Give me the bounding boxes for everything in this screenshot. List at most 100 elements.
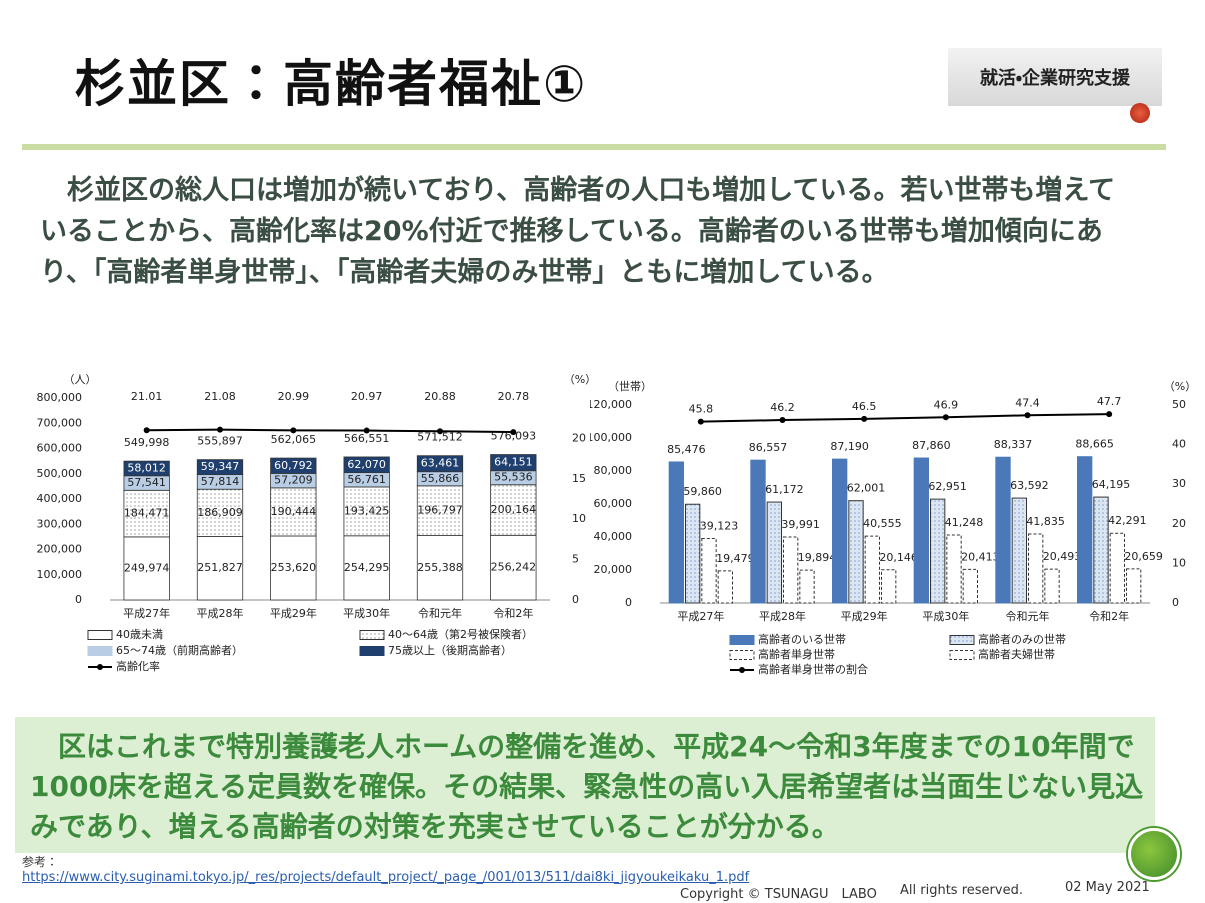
x-tick-label: 平成30年 xyxy=(343,606,390,620)
x-tick-label: 令和2年 xyxy=(1089,609,1129,623)
bar xyxy=(1044,568,1060,604)
bar-segment xyxy=(270,487,317,537)
y-tick-label: 500,000 xyxy=(37,467,83,480)
bar xyxy=(1109,532,1126,604)
intro-text: 杉並区の総人口は増加が続いており、高齢者の人口も増加している。若い世帯も増えてい… xyxy=(40,175,1116,288)
bar xyxy=(717,570,734,604)
line-label: 20.99 xyxy=(278,390,310,403)
line-label: 20.88 xyxy=(424,390,456,403)
value-label: 41,835 xyxy=(1026,515,1065,528)
conclusion-text: 区はこれまで特別養護老人ホームの整備を進め、平成24～令和3年度までの10年間で… xyxy=(15,717,1155,853)
y2-tick-label: 0 xyxy=(1172,596,1179,609)
copyright: Copyright © TSUNAGU LABO xyxy=(680,887,877,902)
value-label: 19,894 xyxy=(798,551,837,564)
x-tick-label: 平成29年 xyxy=(270,606,317,620)
y-tick-label: 300,000 xyxy=(37,517,83,530)
y-tick-label: 800,000 xyxy=(37,391,83,404)
decoration xyxy=(1128,828,1180,880)
y-tick-label: 80,000 xyxy=(594,464,633,477)
badge: 就活・企業研究支援 xyxy=(948,48,1162,106)
bar xyxy=(930,498,946,604)
line-point xyxy=(217,426,223,433)
value-label: 57,814 xyxy=(201,475,240,488)
legend-symbol xyxy=(729,635,755,645)
line-point xyxy=(1024,412,1031,419)
total-label: 555,897 xyxy=(197,435,243,448)
total-label: 571,512 xyxy=(417,431,463,444)
bar-segment xyxy=(123,536,170,601)
bar xyxy=(864,535,880,604)
y-axis-unit: （世帯） xyxy=(608,380,652,393)
value-label: 251,827 xyxy=(197,561,243,574)
value-label: 186,909 xyxy=(197,506,243,519)
x-tick-label: 令和2年 xyxy=(493,606,533,620)
y-tick-label: 100,000 xyxy=(590,431,632,444)
total-label: 549,998 xyxy=(124,436,170,449)
value-label: 88,665 xyxy=(1075,438,1114,451)
line-label: 47.4 xyxy=(1015,396,1040,409)
legend-symbol xyxy=(97,664,103,670)
y2-tick-label: 5 xyxy=(572,553,579,566)
x-tick-label: 平成27年 xyxy=(123,606,170,620)
y-tick-label: 120,000 xyxy=(590,398,632,411)
date: 02 May 2021 xyxy=(1065,880,1150,895)
y2-tick-label: 20 xyxy=(1172,517,1186,530)
value-label: 20,413 xyxy=(961,550,1000,563)
bar xyxy=(1093,496,1109,604)
y2-tick-label: 20 xyxy=(572,431,586,444)
y-tick-label: 200,000 xyxy=(37,543,83,556)
value-label: 56,761 xyxy=(347,473,386,486)
legend-symbol xyxy=(949,650,975,660)
bar-segment xyxy=(343,535,390,601)
value-label: 86,557 xyxy=(749,441,788,454)
legend-label: 40歳未満 xyxy=(116,628,163,641)
y2-tick-label: 10 xyxy=(1172,556,1186,569)
value-label: 64,151 xyxy=(494,456,533,469)
legend-symbol xyxy=(359,630,385,640)
y-tick-label: 20,000 xyxy=(594,563,633,576)
line-point xyxy=(510,429,517,436)
bar xyxy=(750,459,766,604)
x-tick-label: 令和元年 xyxy=(1006,609,1050,623)
value-label: 64,195 xyxy=(1092,478,1131,491)
line-point xyxy=(697,418,704,425)
value-label: 19,479 xyxy=(716,552,755,565)
value-label: 249,974 xyxy=(124,561,170,574)
value-label: 55,536 xyxy=(494,471,533,484)
legend-symbol xyxy=(739,667,745,673)
value-label: 256,242 xyxy=(491,561,537,574)
value-label: 254,295 xyxy=(344,561,390,574)
line-label: 46.9 xyxy=(934,398,959,411)
seal-icon xyxy=(1130,103,1150,123)
value-label: 20,146 xyxy=(879,551,918,564)
legend-label: 高齢化率 xyxy=(116,659,160,673)
bar xyxy=(1126,568,1142,604)
value-label: 62,001 xyxy=(847,482,886,495)
y-tick-label: 0 xyxy=(625,596,632,609)
value-label: 193,425 xyxy=(344,504,390,517)
bar xyxy=(848,500,864,604)
slide-title: 杉並区：高齢者福祉① xyxy=(75,55,588,113)
line-label: 20.97 xyxy=(351,390,383,403)
bar xyxy=(946,534,962,604)
y2-axis-unit: （%） xyxy=(564,373,590,386)
bar xyxy=(766,501,783,604)
line-point xyxy=(861,415,868,422)
value-label: 55,866 xyxy=(421,472,460,485)
y-tick-label: 600,000 xyxy=(37,442,83,455)
bar xyxy=(881,569,897,604)
legend-label: 高齢者夫婦世帯 xyxy=(978,647,1055,661)
x-tick-label: 令和元年 xyxy=(418,606,462,620)
value-label: 255,388 xyxy=(417,561,463,574)
value-label: 60,792 xyxy=(274,459,313,472)
y-tick-label: 0 xyxy=(75,593,82,606)
line-label: 46.2 xyxy=(770,401,795,414)
line-label: 21.08 xyxy=(204,390,236,403)
reference-link[interactable]: https://www.city.suginami.tokyo.jp/_res/… xyxy=(22,870,750,885)
y2-tick-label: 30 xyxy=(1172,477,1186,490)
value-label: 39,991 xyxy=(781,518,820,531)
value-label: 253,620 xyxy=(271,561,317,574)
line-point xyxy=(363,427,370,434)
value-label: 58,012 xyxy=(127,461,166,474)
